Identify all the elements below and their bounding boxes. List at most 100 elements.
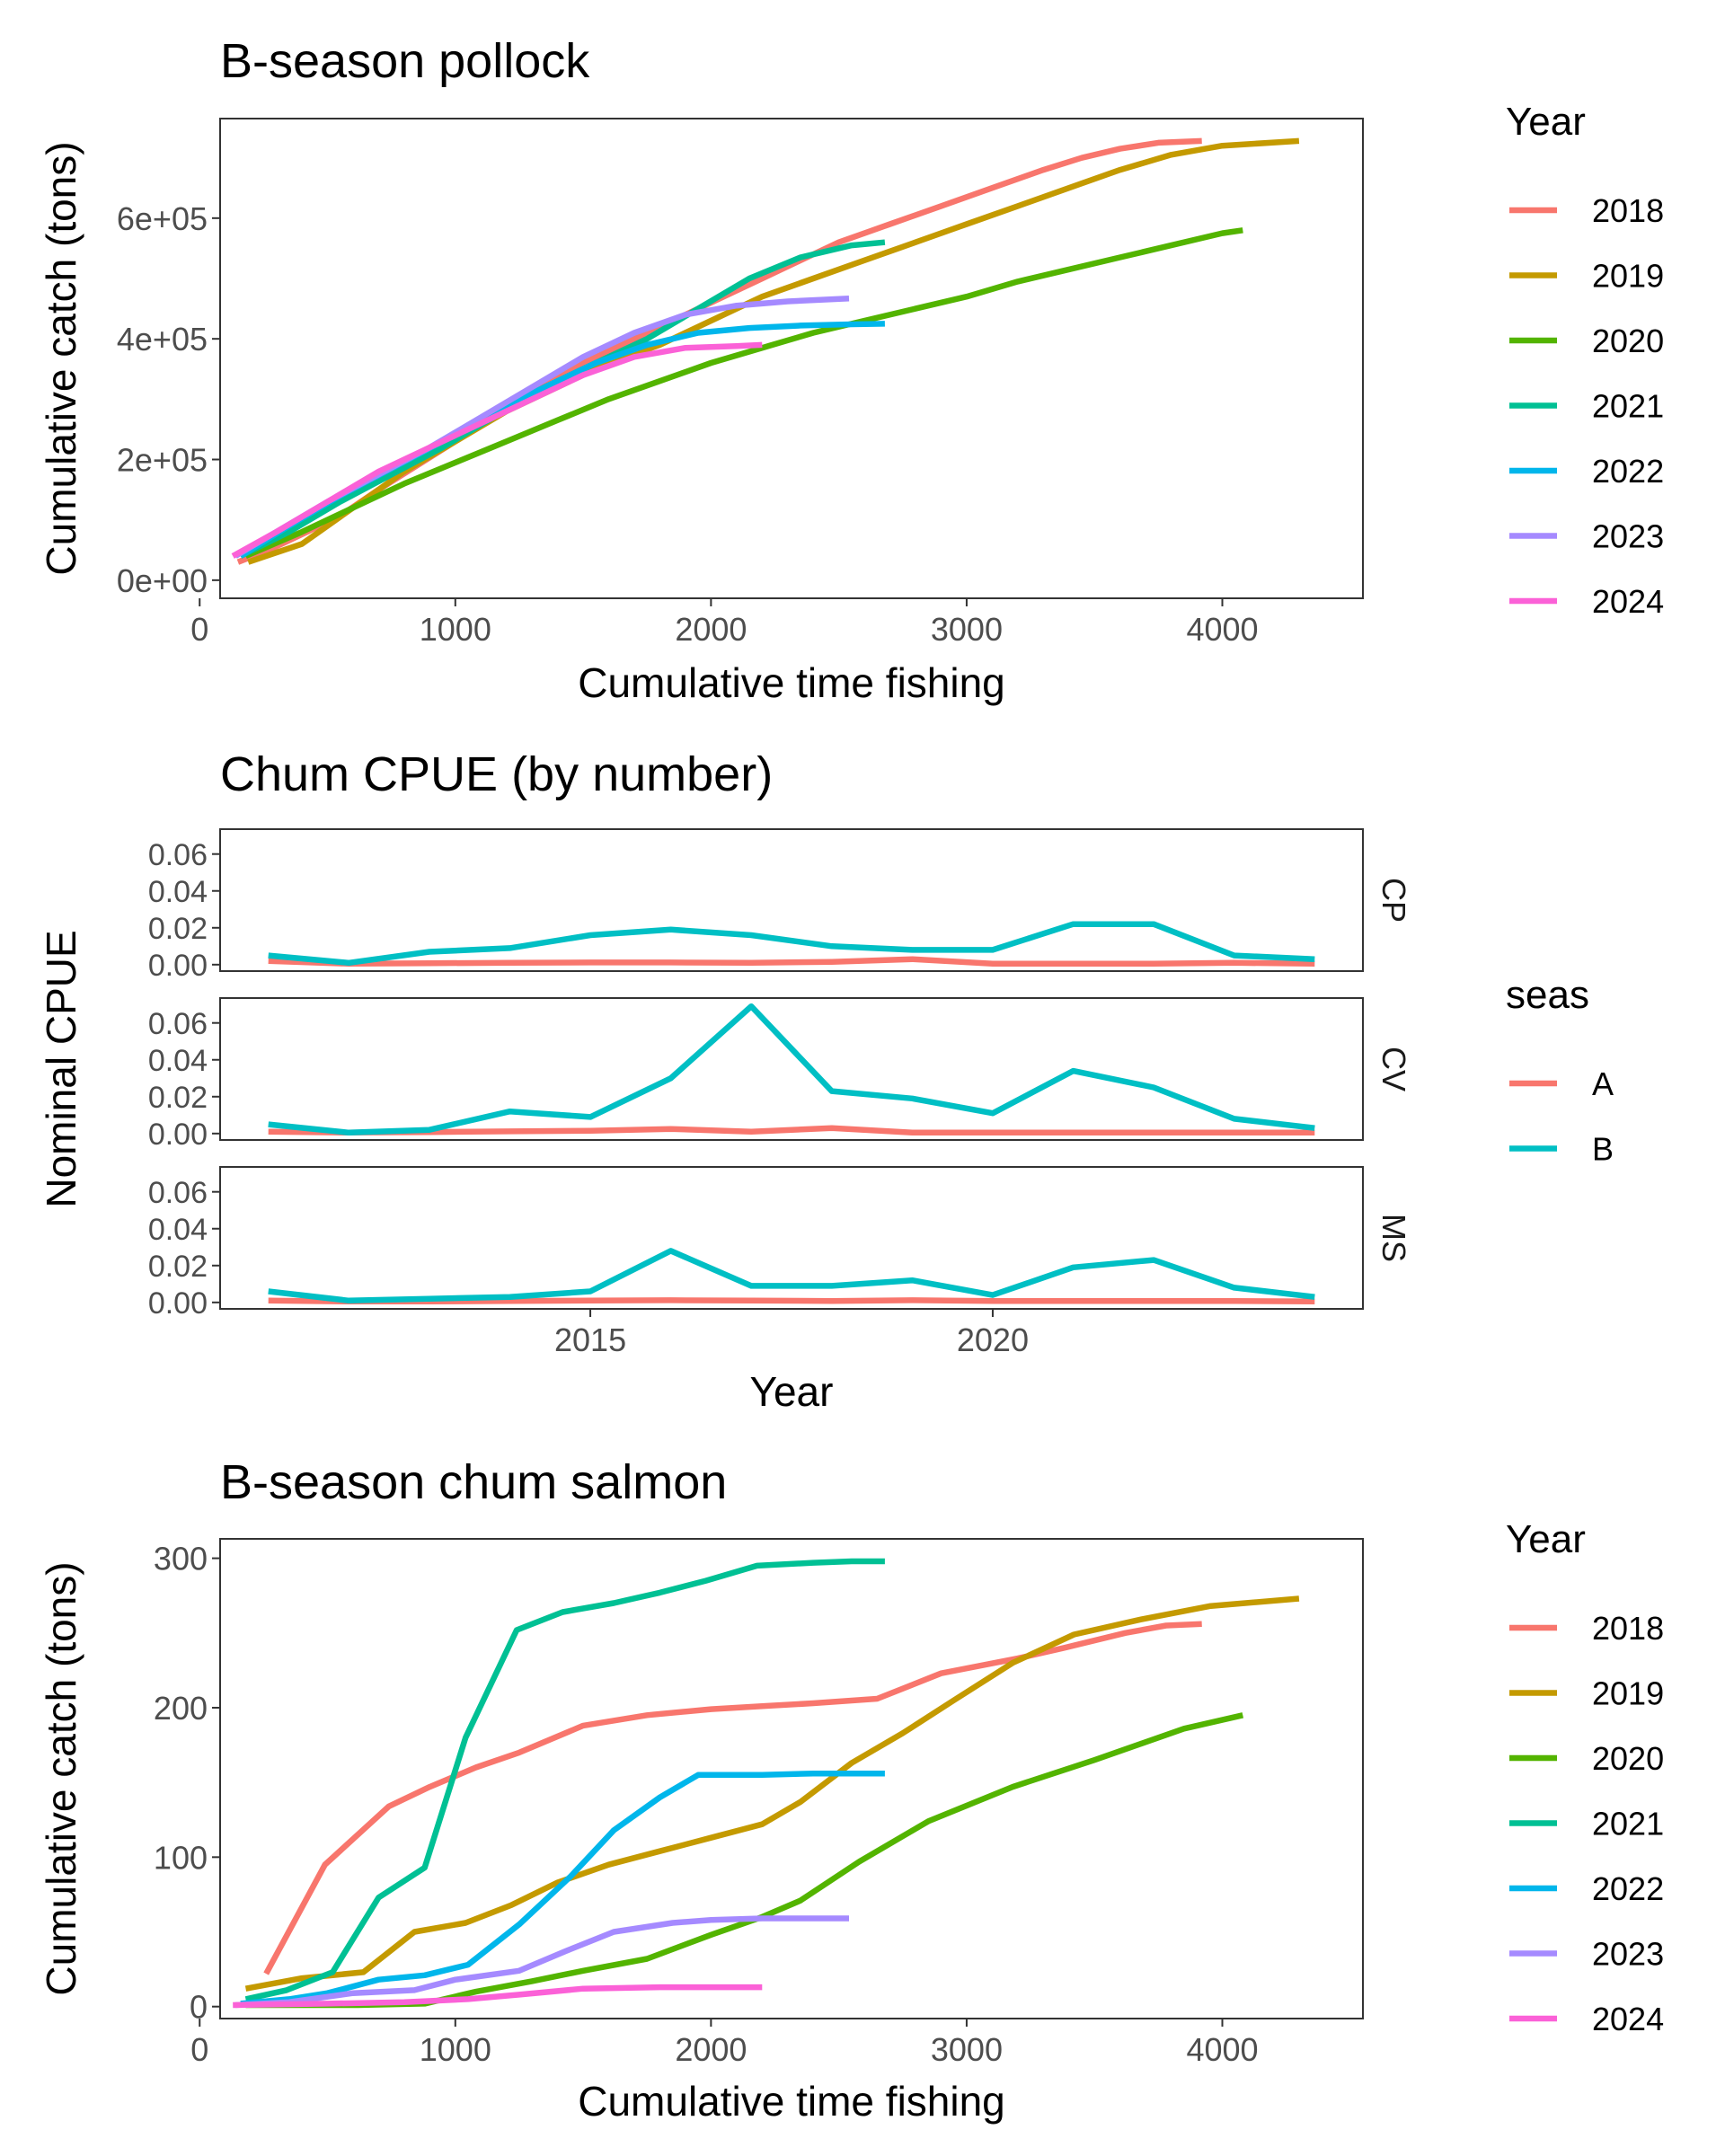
y-tick-label: 0.04 [148, 875, 208, 909]
panel-border [219, 828, 1364, 972]
y-tick-label: 0.06 [148, 1176, 208, 1210]
legend-item-2020: 2020 [1509, 1740, 1664, 1777]
legend-label: 2021 [1592, 388, 1664, 425]
chart-title: B-season chum salmon [220, 1455, 727, 1509]
x-tick-label: 4000 [1186, 611, 1258, 648]
legend-label: 2019 [1592, 258, 1664, 295]
legend-label: 2024 [1592, 583, 1664, 620]
legend-item-2020: 2020 [1509, 323, 1664, 359]
chart-chum-salmon: B-season chum salmon 0 1000 2000 3000 4000 0 10… [38, 1455, 1664, 2125]
legend-item-2018: 2018 [1509, 192, 1664, 229]
legend-label: A [1592, 1065, 1614, 1102]
facet-cp: 0.000.020.040.06 CP [148, 828, 1412, 983]
facet-ms: 0.000.020.040.06 MS [148, 1166, 1412, 1321]
y-tick-label: 100 [154, 1839, 208, 1876]
chart-title: Chum CPUE (by number) [220, 747, 773, 801]
y-tick-label: 0.02 [148, 912, 208, 946]
y-axis-label: Cumulative catch (tons) [38, 1561, 84, 1995]
legend-item-a: A [1509, 1065, 1614, 1102]
panel-border [219, 997, 1364, 1141]
x-tick-label: 1000 [420, 2031, 491, 2068]
series-line-2018 [263, 1621, 1202, 1975]
legend-label: 2023 [1592, 518, 1664, 555]
series-line-2019 [247, 137, 1300, 565]
x-tick-label: 0 [190, 611, 208, 648]
y-tick-label: 0.02 [148, 1081, 208, 1115]
series-line-a-cp [268, 956, 1315, 968]
y-axis-label: Cumulative catch (tons) [38, 141, 84, 575]
legend-item-2023: 2023 [1509, 1936, 1664, 1973]
series-line-b-cp [268, 921, 1315, 967]
y-tick-label: 4e+05 [117, 321, 208, 358]
series-line-2023 [234, 1915, 849, 2009]
legend-item-2023: 2023 [1509, 518, 1664, 555]
legend-item-2018: 2018 [1509, 1610, 1664, 1647]
series-line-2020 [245, 1712, 1244, 2009]
legend-item-2024: 2024 [1509, 583, 1664, 620]
plot-lines [268, 1248, 1315, 1305]
legend-item-2019: 2019 [1509, 1675, 1664, 1712]
x-tick-label: 2000 [675, 611, 747, 648]
legend-item-2024: 2024 [1509, 2001, 1664, 2037]
x-tick-label: 2015 [554, 1321, 626, 1358]
y-tick-label: 0.06 [148, 838, 208, 872]
plot-lines [233, 1558, 1300, 2009]
x-tick-label: 2000 [675, 2031, 747, 2068]
y-tick-label: 0.06 [148, 1007, 208, 1041]
series-line-2019 [244, 1595, 1300, 1992]
facet-strip-label: CP [1376, 878, 1412, 923]
facet-cv: 0.000.020.040.06 CV [148, 997, 1412, 1152]
legend-label: 2022 [1592, 1870, 1664, 1907]
panel-border [219, 118, 1364, 599]
y-tick-label: 0.04 [148, 1044, 208, 1078]
panel-border [219, 1538, 1364, 2019]
x-axis-label: Year [750, 1368, 834, 1415]
legend-label: 2018 [1592, 192, 1664, 229]
chart-pollock: B-season pollock 0 1000 2000 3000 4000 0e+00 2e… [38, 34, 1664, 706]
x-tick-label: 1000 [420, 611, 491, 648]
facet-strip-label: CV [1376, 1047, 1412, 1091]
y-tick-label: 0 [190, 1989, 208, 2026]
legend-label: 2023 [1592, 1936, 1664, 1973]
legend-label: 2022 [1592, 453, 1664, 490]
chart-chum-cpue: Chum CPUE (by number)0.000.020.040.06CP0… [38, 747, 1614, 1415]
legend-item-2019: 2019 [1509, 258, 1664, 295]
legend-label: 2021 [1592, 1806, 1664, 1842]
series-line-2018 [236, 137, 1202, 565]
series-line-a-cv [268, 1125, 1315, 1136]
series-line-b-cv [268, 1003, 1315, 1136]
y-tick-label: 0.00 [148, 1286, 208, 1321]
chart-title: B-season pollock [220, 34, 590, 88]
series-line-2024 [231, 341, 763, 559]
plot-lines [231, 137, 1300, 565]
y-tick-label: 2e+05 [117, 441, 208, 478]
x-tick-label: 2020 [957, 1321, 1029, 1358]
x-tick-label: 4000 [1186, 2031, 1258, 2068]
y-tick-label: 0.04 [148, 1213, 208, 1247]
y-tick-label: 200 [154, 1690, 208, 1727]
facet-strip-label: MS [1376, 1214, 1412, 1262]
x-tick-label: 0 [190, 2031, 208, 2068]
legend-label: 2020 [1592, 323, 1664, 359]
legend-title: Year [1506, 100, 1586, 144]
legend-label: 2024 [1592, 2001, 1664, 2037]
y-tick-label: 0e+00 [117, 562, 208, 599]
legend-label: 2019 [1592, 1675, 1664, 1712]
legend-item-2021: 2021 [1509, 1806, 1664, 1842]
y-tick-label: 0.00 [148, 1118, 208, 1152]
legend-item-2021: 2021 [1509, 388, 1664, 425]
legend-label: B [1592, 1131, 1614, 1168]
plot-lines [268, 921, 1315, 968]
legend-label: 2018 [1592, 1610, 1664, 1647]
series-line-b-ms [268, 1248, 1315, 1304]
panel-border [219, 1166, 1364, 1310]
series-line-a-ms [268, 1297, 1315, 1305]
y-tick-label: 6e+05 [117, 200, 208, 237]
series-line-2024 [233, 1984, 763, 2009]
legend-item-2022: 2022 [1509, 453, 1664, 490]
series-line-2022 [240, 1770, 885, 2007]
series-line-2020 [244, 227, 1243, 559]
y-tick-label: 300 [154, 1541, 208, 1577]
x-tick-label: 3000 [931, 2031, 1003, 2068]
